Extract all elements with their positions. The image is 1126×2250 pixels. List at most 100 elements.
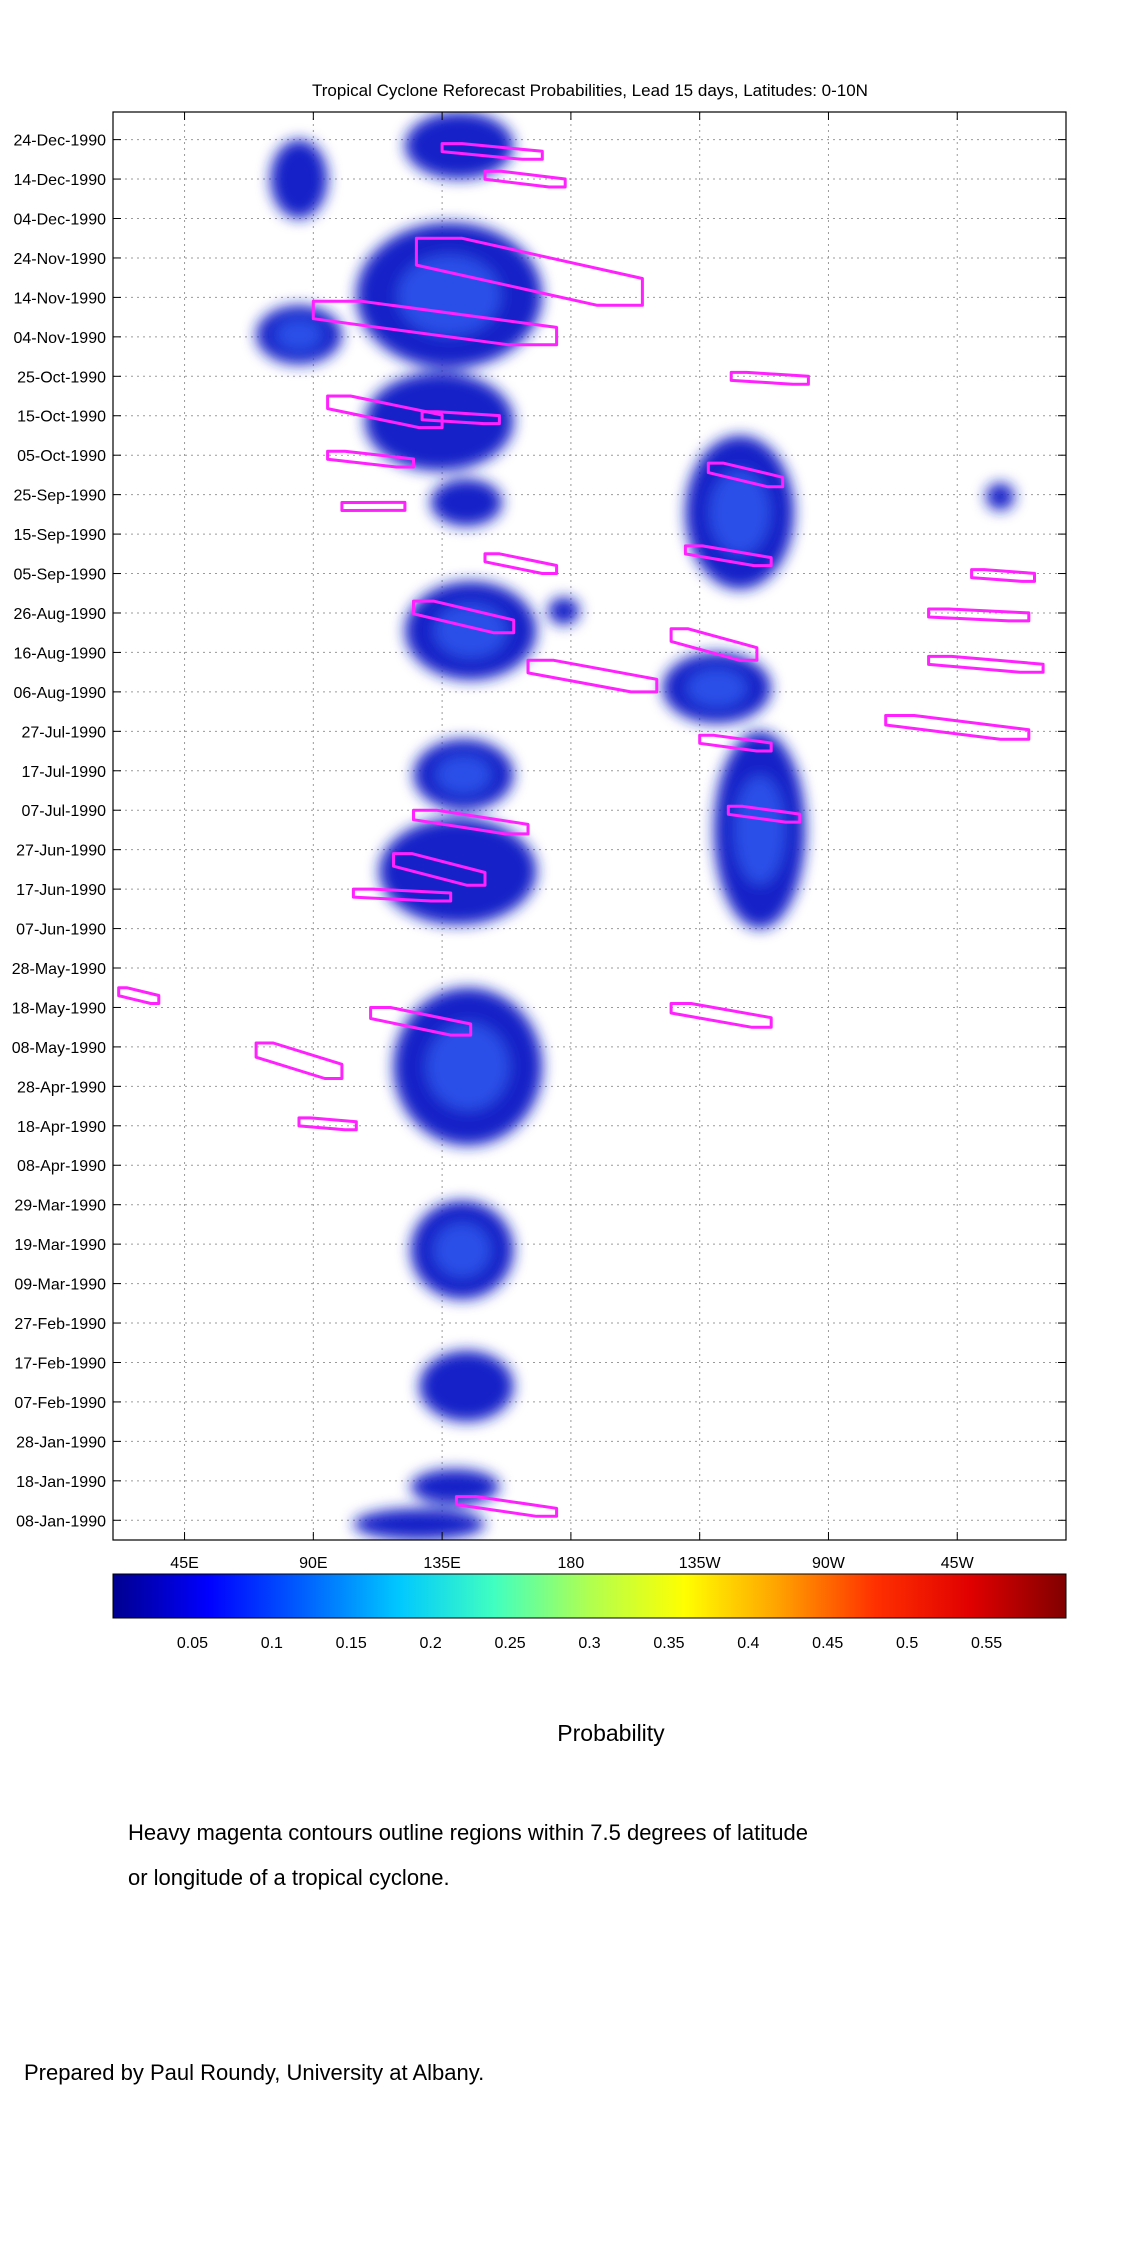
- y-tick-label: 24-Dec-1990: [14, 133, 107, 150]
- y-tick-label: 25-Oct-1990: [17, 369, 106, 386]
- probability-region: [430, 478, 503, 527]
- cyclone-contour: [254, 1041, 344, 1080]
- cyclone-contour: [729, 370, 810, 386]
- probability-core: [426, 1023, 509, 1111]
- cyclone-contour: [927, 654, 1045, 674]
- y-tick-label: 27-Jul-1990: [22, 724, 107, 741]
- cyclone-contour: [326, 449, 415, 469]
- y-tick-label: 25-Sep-1990: [13, 488, 106, 505]
- cyclone-contour: [454, 1495, 559, 1518]
- probability-region: [419, 1350, 514, 1422]
- probability-region: [270, 139, 328, 219]
- probability-region: [985, 482, 1015, 511]
- cyclone-contour: [683, 544, 773, 568]
- colorbar-tick-label: 0.15: [336, 1635, 367, 1652]
- y-tick-label: 18-Apr-1990: [17, 1119, 106, 1136]
- y-tick-label: 29-Mar-1990: [14, 1198, 106, 1215]
- y-tick-label: 27-Feb-1990: [14, 1316, 106, 1333]
- colorbar-tick-label: 0.25: [495, 1635, 526, 1652]
- colorbar-tick-label: 0.45: [812, 1635, 843, 1652]
- y-tick-label: 26-Aug-1990: [13, 606, 106, 623]
- y-tick-label: 09-Mar-1990: [14, 1277, 106, 1294]
- plot-frame: [112, 111, 1067, 1541]
- y-tick-label: 28-May-1990: [12, 961, 106, 978]
- x-tick-label: 90W: [812, 1555, 846, 1572]
- cyclone-contour: [526, 658, 659, 694]
- colorbar-tick-label: 0.3: [578, 1635, 600, 1652]
- credit-line: Prepared by Paul Roundy, University at A…: [24, 2060, 485, 2085]
- y-tick-label: 27-Jun-1990: [16, 843, 106, 860]
- cyclone-contour: [326, 394, 444, 430]
- cyclone-contour: [412, 808, 530, 836]
- cyclone-contour: [669, 627, 759, 662]
- probability-region: [404, 112, 514, 180]
- y-tick-label: 24-Nov-1990: [14, 251, 107, 268]
- cyclone-contour: [351, 887, 453, 903]
- cyclone-contour: [970, 568, 1036, 583]
- y-tick-label: 28-Jan-1990: [16, 1434, 106, 1451]
- colorbar: 0.05 0.1 0.15 0.2 0.25 0.3 0.35 0.4 0.45 0.5 0.55: [112, 1573, 1067, 1652]
- cyclone-contour: [927, 607, 1031, 623]
- cyclone-contour: [698, 733, 773, 753]
- colorbar-tick-label: 0.5: [896, 1635, 918, 1652]
- cyclone-contour: [420, 410, 501, 426]
- probability-field: [256, 112, 1015, 1540]
- colorbar-tick-label: 0.2: [420, 1635, 442, 1652]
- caption-line-1: Heavy magenta contours outline regions w…: [128, 1820, 808, 1845]
- y-tick-label: 18-Jan-1990: [16, 1474, 106, 1491]
- cyclone-contour: [369, 1006, 473, 1037]
- cyclone-contour: [311, 299, 559, 347]
- y-tick-label: 05-Oct-1990: [17, 448, 106, 465]
- probability-core: [434, 603, 507, 658]
- y-axis: 08-Jan-1990 18-Jan-1990 28-Jan-1990 07-Feb-…: [12, 133, 1066, 1530]
- x-tick-label: 45E: [170, 1555, 198, 1572]
- colorbar-label: Probability: [557, 1720, 665, 1746]
- cyclone-contour: [440, 142, 544, 161]
- cyclone-contour: [483, 552, 559, 575]
- caption-line-2: or longitude of a tropical cyclone.: [128, 1865, 450, 1890]
- grid-lines: [113, 112, 1066, 1540]
- x-tick-label: 135W: [679, 1555, 722, 1572]
- cyclone-contour: [117, 986, 161, 1005]
- y-tick-label: 05-Sep-1990: [13, 567, 106, 584]
- y-tick-label: 28-Apr-1990: [17, 1079, 106, 1096]
- colorbar-bar: [112, 1573, 1067, 1619]
- cyclone-contour: [340, 500, 407, 512]
- cyclone-contour: [726, 804, 802, 824]
- probability-core: [709, 470, 770, 555]
- probability-core: [436, 755, 492, 795]
- y-tick-label: 07-Feb-1990: [14, 1395, 106, 1412]
- y-tick-label: 14-Nov-1990: [14, 290, 107, 307]
- y-tick-label: 15-Oct-1990: [17, 409, 106, 426]
- cyclone-contour: [483, 169, 567, 189]
- cyclone-contour: [297, 1116, 358, 1132]
- cyclone-contour: [412, 599, 516, 635]
- probability-region: [379, 818, 537, 925]
- y-tick-label: 07-Jul-1990: [22, 803, 107, 820]
- y-tick-label: 17-Feb-1990: [14, 1355, 106, 1372]
- colorbar-tick-label: 0.05: [177, 1635, 208, 1652]
- colorbar-tick-label: 0.4: [737, 1635, 759, 1652]
- probability-core: [398, 255, 501, 336]
- probability-core: [433, 1222, 491, 1278]
- cyclone-contour: [414, 236, 644, 307]
- y-tick-label: 04-Dec-1990: [14, 212, 107, 229]
- cyclone-contour: [669, 1002, 773, 1029]
- y-tick-label: 04-Nov-1990: [14, 330, 107, 347]
- x-tick-label: 45W: [941, 1555, 975, 1572]
- probability-core: [275, 318, 323, 352]
- x-axis: 45E 90E 135E 180 135W 90W 45W: [170, 112, 975, 1572]
- caption-note: Heavy magenta contours outline regions w…: [128, 1810, 1028, 1900]
- x-tick-label: 135E: [423, 1555, 460, 1572]
- cyclone-contour: [706, 461, 785, 489]
- colorbar-tick-label: 0.35: [653, 1635, 684, 1652]
- y-tick-label: 06-Aug-1990: [13, 685, 106, 702]
- probability-region: [548, 597, 580, 625]
- colorbar-ticks: 0.05 0.1 0.15 0.2 0.25 0.3 0.35 0.4 0.45 0.5 0.55: [177, 1635, 1002, 1652]
- cyclone-contours: [117, 142, 1045, 1518]
- y-tick-label: 17-Jul-1990: [22, 764, 107, 781]
- y-tick-label: 08-Jan-1990: [16, 1513, 106, 1530]
- probability-core: [734, 775, 785, 885]
- probability-region: [353, 1508, 486, 1540]
